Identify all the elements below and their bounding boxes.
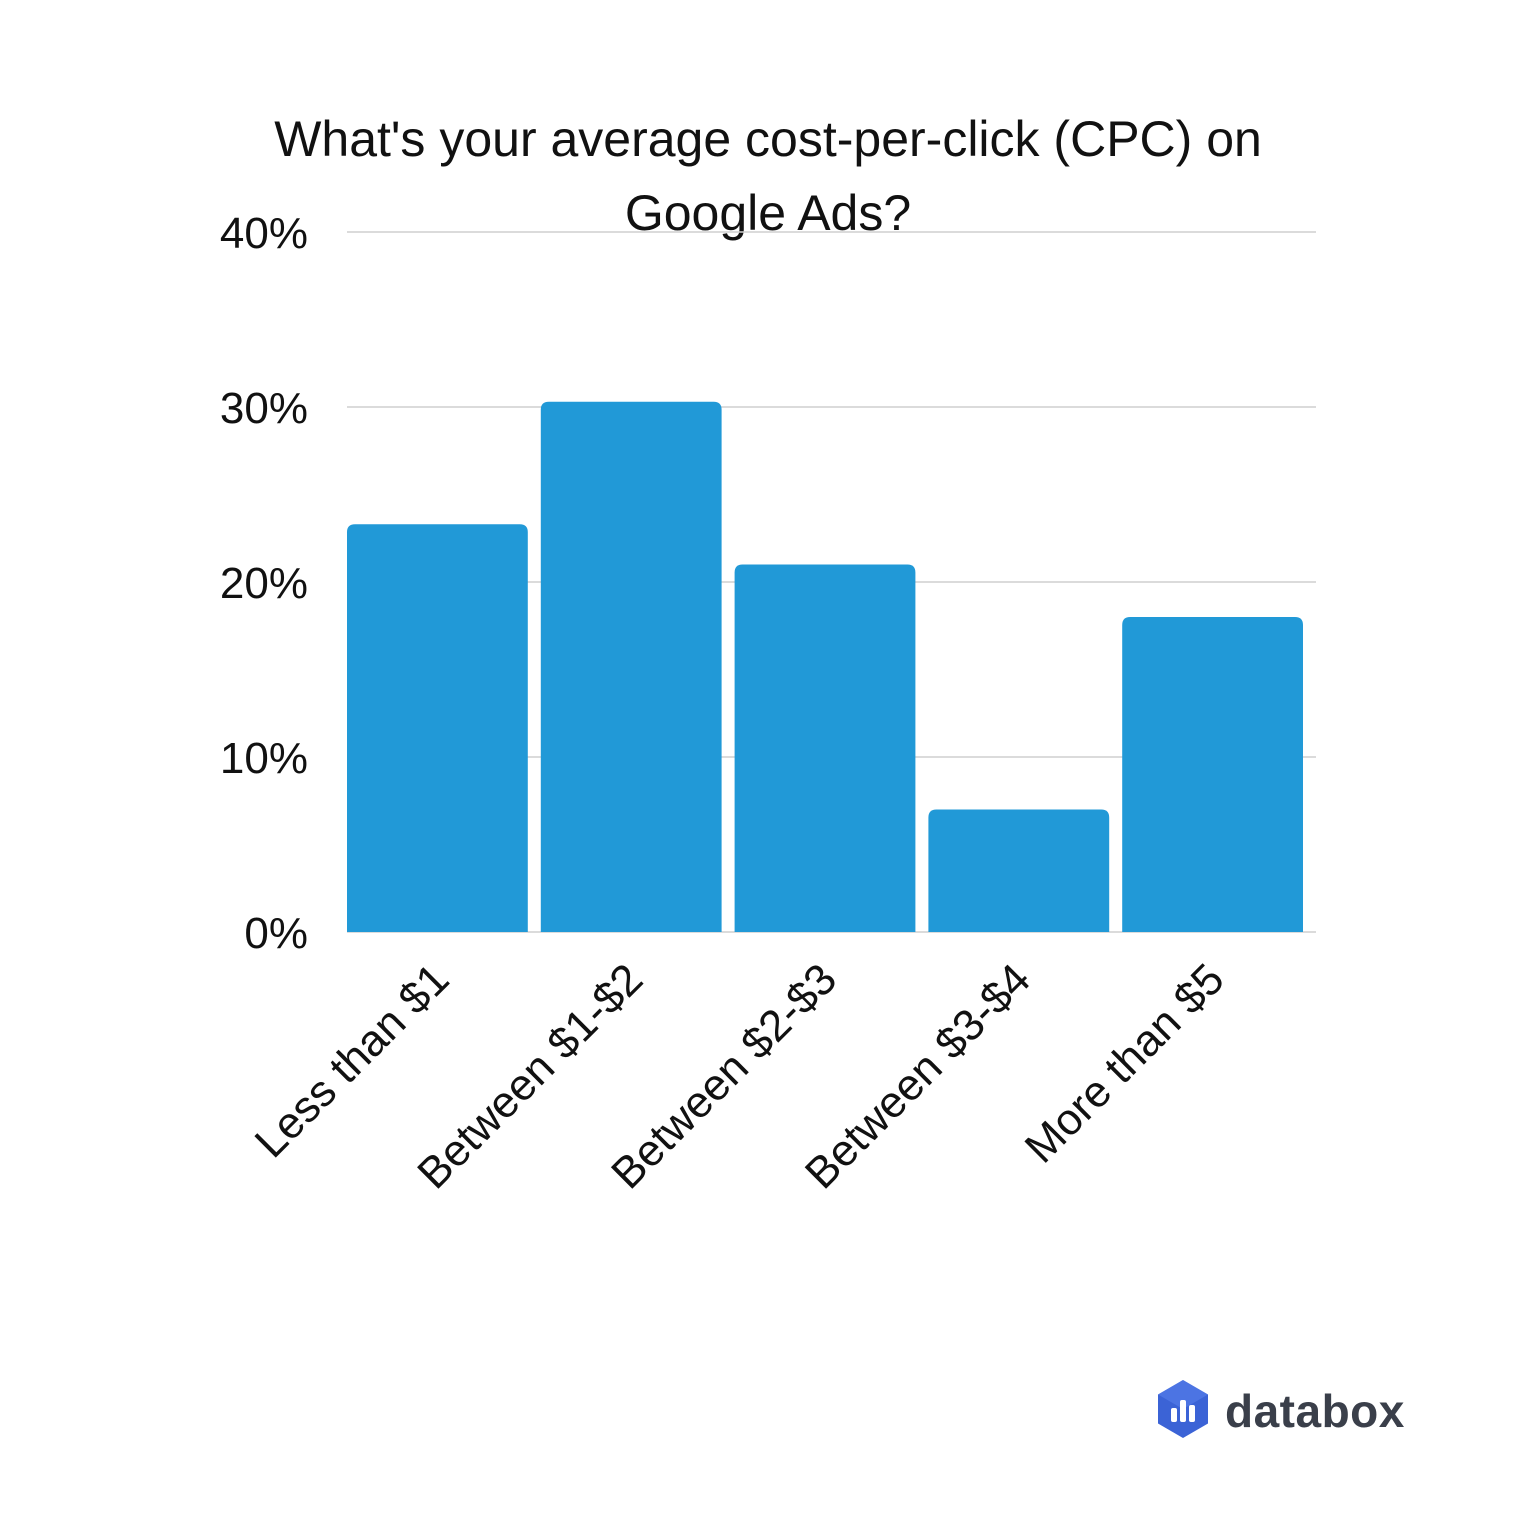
databox-brand: databox [1155, 1378, 1405, 1444]
y-tick-label: 40% [220, 209, 308, 258]
y-tick-label: 10% [220, 734, 308, 783]
bar [347, 524, 528, 932]
databox-logo-icon [1155, 1378, 1211, 1445]
bar [928, 809, 1110, 932]
databox-wordmark: databox [1225, 1385, 1405, 1437]
y-axis-tick-labels: 0% 10% 20% 30% 40% [220, 209, 308, 958]
bars [347, 401, 1303, 932]
y-tick-label: 0% [244, 909, 308, 958]
bar [734, 564, 916, 932]
chart-title-line-1: What's your average cost-per-click (CPC)… [274, 111, 1262, 167]
x-category-label: Less than $1 [246, 954, 459, 1167]
y-tick-label: 20% [220, 559, 308, 608]
x-category-label: More than $5 [1016, 954, 1234, 1172]
y-tick-label: 30% [220, 384, 308, 433]
bar [540, 401, 722, 932]
chart-title: What's your average cost-per-click (CPC)… [274, 111, 1262, 241]
bar [1122, 617, 1303, 932]
